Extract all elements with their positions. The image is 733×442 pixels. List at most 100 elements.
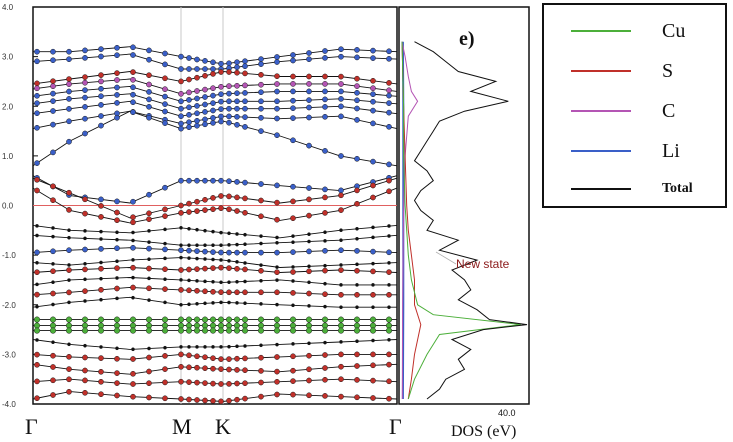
band-projection-dot [129, 316, 137, 323]
band-projection-dot [211, 243, 215, 248]
band-projection-dot [306, 377, 312, 384]
band-projection-dot [274, 216, 280, 223]
band-projection-dot [275, 240, 279, 245]
band-projection-dot [194, 117, 200, 124]
band-line [32, 100, 398, 117]
dos-x-axis-label: DOS (eV) [451, 423, 516, 440]
band-projection-dot [66, 96, 72, 102]
band-projection-dot [66, 88, 72, 95]
band-projection-dot [387, 261, 391, 265]
legend-swatch-cu [571, 30, 631, 32]
band-projection-dot [226, 249, 232, 256]
band-projection-dot [290, 290, 296, 296]
band-projection-dot [115, 346, 119, 351]
band-projection-dot [355, 262, 359, 267]
band-projection-dot [98, 378, 104, 385]
band-projection-dot [34, 187, 40, 194]
y-tick-label: 4.0 [2, 3, 14, 12]
band-projection-dot [202, 365, 208, 372]
band-projection-dot [130, 109, 136, 116]
band-projection-dot [259, 278, 263, 283]
band-projection-dot [130, 52, 136, 58]
new-state-annotation: New state [456, 257, 510, 271]
band-projection-dot [82, 104, 88, 110]
band-projection-dot [274, 269, 280, 276]
band-projection-dot [50, 290, 56, 297]
band-projection-dot [51, 340, 55, 345]
band-projection-dot [162, 86, 168, 93]
band-projection-dot [370, 351, 376, 358]
band-projection-dot [202, 397, 208, 404]
band-projection-dot [258, 128, 264, 134]
band-projection-dot [161, 327, 169, 334]
band-projection-dot [258, 249, 264, 256]
band-projection-dot [242, 98, 248, 105]
band-projection-dot [67, 342, 71, 347]
band-projection-dot [82, 210, 88, 217]
band-projection-dot [338, 88, 344, 95]
band-projection-dot [226, 113, 232, 120]
band-projection-dot [209, 316, 217, 323]
band-projection-dot [370, 182, 376, 189]
band-projection-dot [234, 82, 240, 89]
band-projection-dot [51, 262, 55, 266]
band-projection-dot [290, 269, 296, 275]
band-projection-dot [50, 352, 56, 359]
band-projection-dot [243, 261, 247, 265]
band-projection-dot [146, 72, 152, 79]
band-projection-dot [305, 316, 313, 323]
band-projection-dot [146, 216, 152, 223]
band-projection-dot [354, 89, 360, 96]
band-projection-dot [290, 249, 296, 255]
band-projection-dot [322, 88, 328, 95]
band-projection-dot [195, 243, 199, 248]
band-projection-dot [194, 208, 200, 214]
band-projection-dot [179, 345, 183, 349]
band-projection-dot [386, 249, 392, 256]
band-projection-dot [354, 351, 360, 358]
band-projection-dot [202, 94, 208, 100]
band-projection-dot [163, 241, 167, 246]
band-projection-dot [290, 97, 296, 104]
band-projection-dot [234, 98, 240, 105]
band-projection-dot [146, 96, 152, 103]
band-line [32, 177, 398, 219]
band-projection-dot [178, 105, 184, 112]
band-projection-dot [147, 257, 151, 262]
band-projection-dot [219, 258, 223, 262]
band-projection-dot [322, 210, 328, 216]
band-projection-dot [65, 316, 73, 323]
band-projection-dot [194, 379, 200, 386]
band-projection-dot [194, 397, 200, 403]
band-projection-dot [258, 379, 264, 386]
dos-curve-c [401, 41, 419, 400]
band-projection-dot [194, 177, 200, 184]
band-projection-dot [114, 70, 120, 76]
band-projection-dot [162, 75, 168, 82]
band-projection-dot [130, 244, 136, 251]
band-projection-dot [194, 56, 200, 63]
band-projection-dot [195, 345, 199, 349]
band-projection-dot [131, 347, 135, 352]
band-projection-dot [83, 261, 87, 266]
band-projection-dot [321, 316, 329, 323]
band-projection-dot [290, 115, 296, 121]
band-projection-dot [115, 296, 119, 301]
band-projection-dot [219, 243, 223, 248]
band-projection-dot [203, 243, 207, 248]
band-projection-dot [242, 249, 248, 256]
band-projection-dot [98, 355, 104, 361]
band-projection-dot [163, 345, 167, 350]
band-projection-dot [306, 81, 312, 87]
band-projection-dot [98, 78, 104, 85]
band-projection-dot [98, 196, 104, 203]
band-projection-dot [130, 198, 136, 205]
band-projection-dot [290, 378, 296, 384]
band-projection-dot [177, 327, 185, 334]
band-line [32, 234, 398, 246]
band-projection-dot [147, 298, 151, 302]
band-projection-dot [209, 327, 217, 334]
band-projection-dot [227, 231, 231, 236]
band-projection-dot [370, 377, 376, 384]
band-projection-dot [225, 327, 233, 334]
